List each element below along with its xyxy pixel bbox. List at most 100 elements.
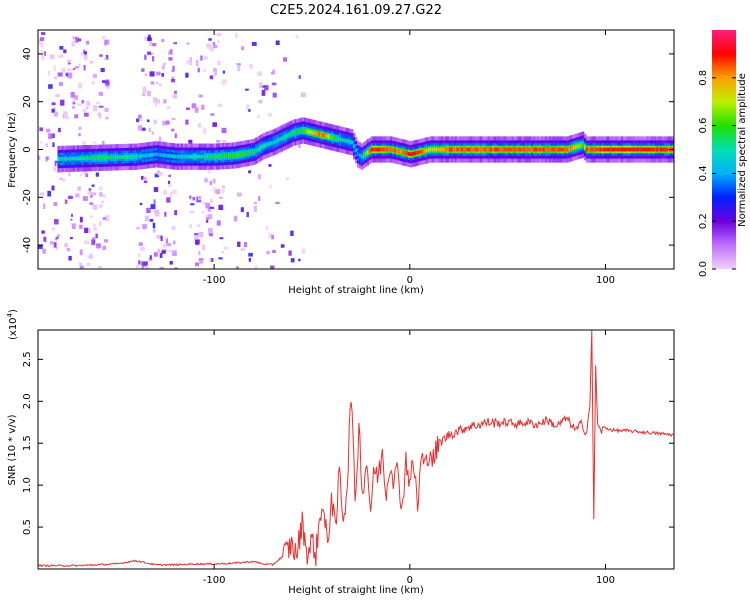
ridge-cell	[225, 154, 229, 158]
noise-speckle	[290, 230, 294, 236]
noise-speckle	[64, 199, 68, 204]
ridge-cell	[638, 147, 642, 152]
noise-speckle	[164, 211, 167, 217]
noise-speckle	[192, 196, 196, 201]
ridge-cell	[540, 147, 544, 152]
noise-speckle	[59, 46, 64, 50]
ridge-cell	[251, 150, 254, 155]
noise-speckle	[172, 250, 177, 257]
snr-series-line	[38, 330, 674, 568]
noise-speckle	[201, 104, 205, 110]
noise-speckle	[53, 166, 57, 172]
noise-speckle	[146, 265, 149, 269]
ridge-cell	[129, 154, 133, 159]
ridge-cell	[488, 147, 491, 152]
noise-speckle	[58, 54, 64, 58]
ridge-cell	[349, 139, 352, 144]
ridge-cell	[497, 147, 501, 152]
noise-speckle	[203, 69, 206, 73]
noise-speckle	[79, 216, 83, 223]
noise-speckle	[82, 108, 87, 113]
noise-speckle	[54, 76, 58, 79]
noise-speckle	[150, 204, 156, 210]
noise-speckle	[84, 227, 89, 234]
colorbar: 0.0 0.2 0.4 0.6 0.8 Normalized spectral ampl…	[698, 30, 748, 277]
noise-speckle	[152, 56, 155, 62]
ridge-cell	[135, 154, 139, 159]
noise-speckle	[79, 265, 84, 269]
noise-speckle	[144, 54, 147, 60]
noise-speckle	[295, 35, 299, 39]
ridge-cell	[599, 147, 602, 152]
ridge-cell	[347, 139, 350, 144]
ridge-cell	[607, 147, 610, 152]
ridge-cell	[200, 154, 203, 159]
noise-speckle	[47, 70, 50, 76]
noise-speckle	[301, 248, 306, 254]
noise-speckle	[152, 43, 157, 47]
noise-speckle	[288, 250, 292, 256]
noise-speckle	[158, 172, 163, 176]
noise-speckle	[74, 66, 79, 69]
noise-speckle	[58, 127, 61, 133]
ridge-cell	[560, 147, 563, 152]
noise-speckle	[160, 235, 163, 242]
noise-speckle	[99, 191, 103, 197]
ridge-cell	[628, 147, 632, 152]
noise-speckle	[196, 224, 201, 228]
ridge-cell	[63, 156, 66, 161]
noise-speckle	[194, 107, 199, 113]
ridge-cell	[603, 147, 606, 152]
ridge-cell	[562, 147, 565, 152]
noise-speckle	[253, 205, 258, 212]
ridge-cell	[210, 154, 213, 159]
ridge-cell	[411, 151, 415, 156]
ridge-cell	[176, 154, 180, 159]
ridge-cell	[392, 148, 395, 152]
noise-speckle	[169, 49, 173, 55]
noise-speckle	[265, 225, 268, 231]
noise-speckle	[45, 143, 49, 148]
noise-speckle	[189, 60, 192, 66]
ridge-cell	[351, 140, 354, 145]
noise-speckle	[78, 262, 82, 266]
ridge-cell	[492, 147, 495, 152]
noise-speckle	[84, 112, 89, 117]
noise-speckle	[101, 194, 107, 198]
ridge-cell	[143, 153, 147, 158]
noise-speckle	[43, 203, 46, 209]
noise-speckle	[246, 211, 249, 218]
ridge-cell	[490, 147, 493, 152]
noise-speckle	[150, 53, 153, 56]
ridge-cell	[546, 147, 550, 152]
noise-speckle	[194, 234, 199, 240]
noise-speckle	[161, 73, 164, 77]
x-tick-label: 0	[407, 575, 413, 586]
noise-speckle	[42, 248, 46, 254]
noise-speckle	[257, 71, 262, 77]
noise-speckle	[77, 82, 83, 89]
snr-plot-area	[37, 329, 675, 570]
ridge-cell	[409, 152, 413, 157]
noise-speckle	[172, 189, 177, 195]
noise-speckle	[102, 140, 105, 145]
noise-speckle	[280, 244, 285, 248]
noise-speckle	[195, 239, 199, 246]
ridge-cell	[174, 154, 178, 159]
ridge-cell	[335, 136, 338, 141]
ridge-cell	[493, 147, 497, 152]
noise-speckle	[174, 133, 177, 139]
noise-speckle	[92, 141, 97, 144]
ridge-cell	[574, 145, 577, 150]
ridge-cell	[88, 156, 92, 161]
noise-speckle	[173, 41, 178, 45]
ridge-cell	[296, 129, 299, 134]
noise-speckle	[146, 207, 151, 214]
noise-speckle	[198, 94, 203, 98]
ridge-cell	[448, 147, 452, 152]
ridge-cell	[331, 135, 334, 140]
ridge-cell	[529, 147, 532, 152]
noise-speckle	[43, 236, 47, 242]
noise-speckle	[89, 61, 94, 64]
